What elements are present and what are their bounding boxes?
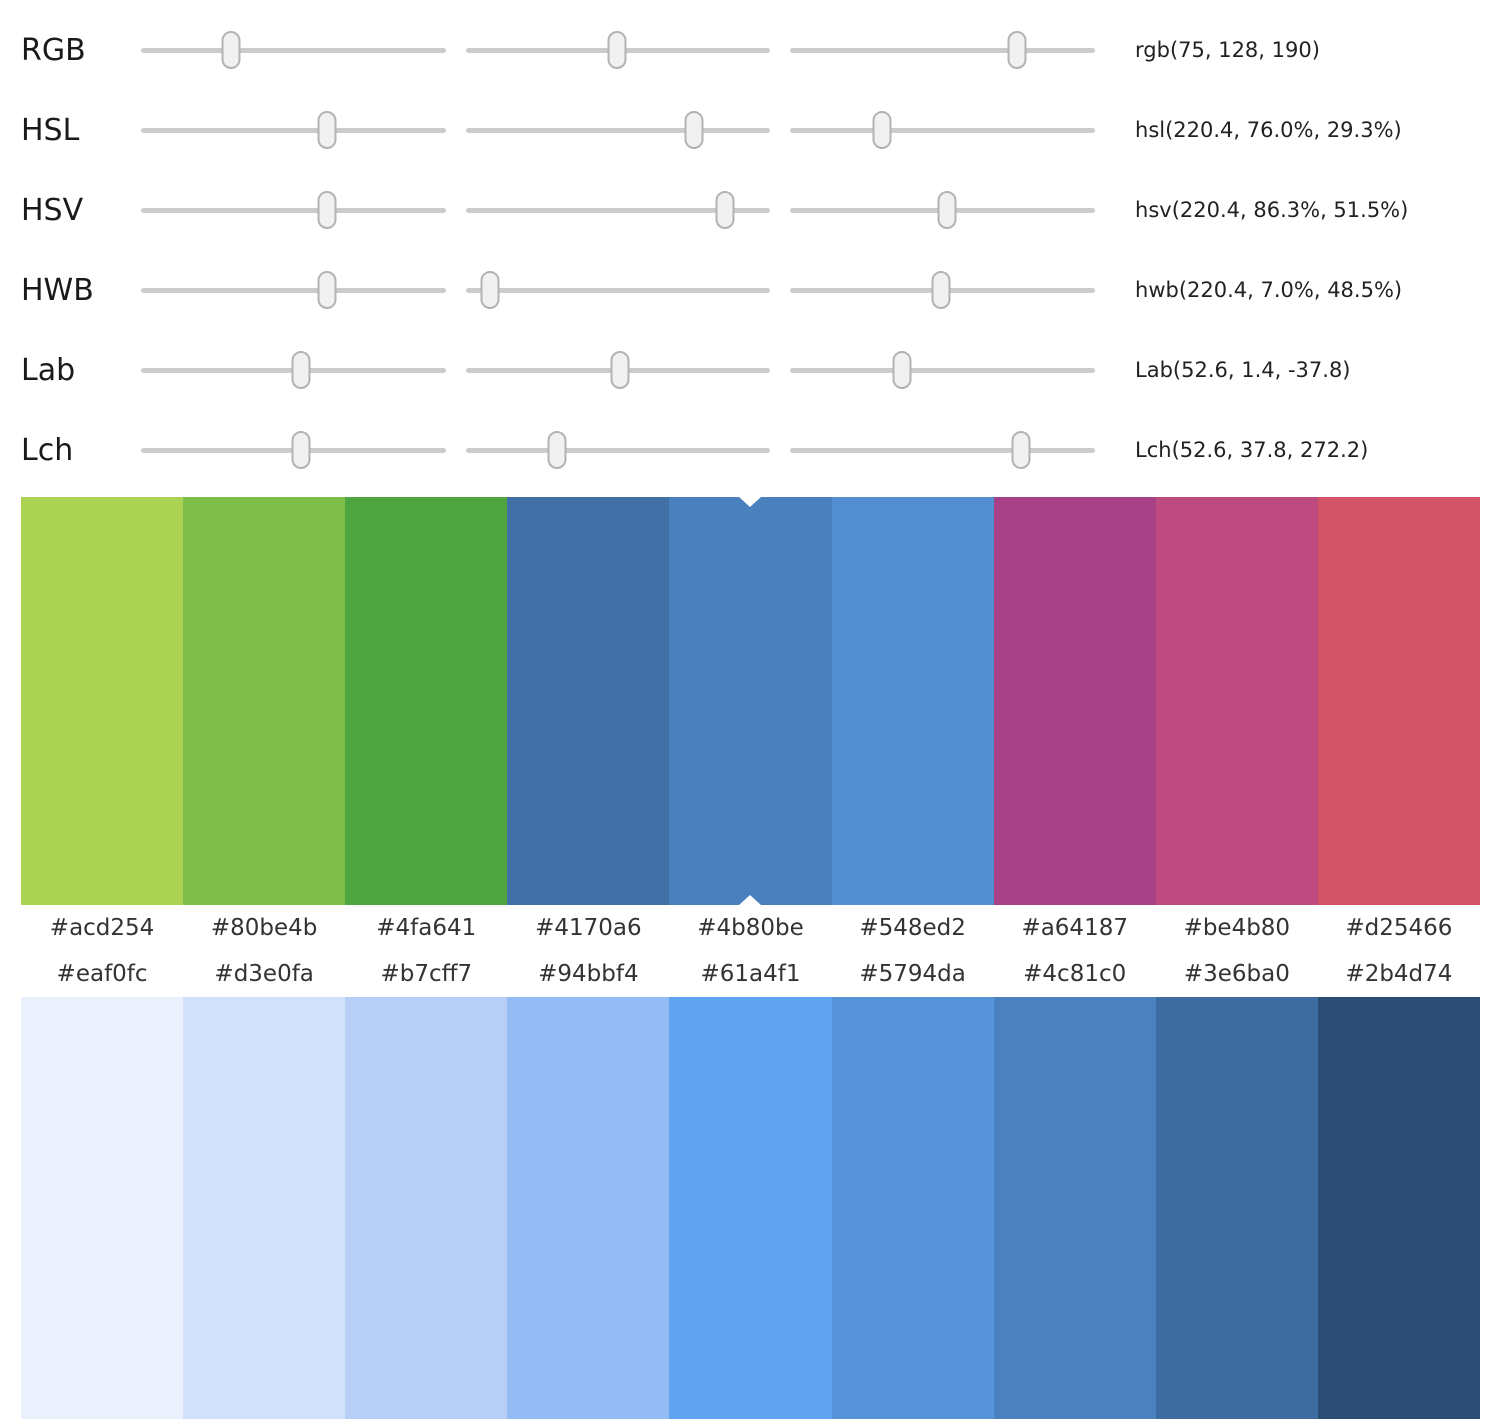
hex-label: #4fa641: [376, 915, 477, 941]
rgb-b-slider-track[interactable]: [790, 31, 1096, 69]
hex-label: #80be4b: [210, 915, 318, 941]
hex-label: #2b4d74: [1345, 961, 1453, 987]
hwb-value-text: hwb(220.4, 7.0%, 48.5%): [1135, 278, 1403, 302]
hue-swatch[interactable]: [1317, 497, 1480, 905]
hsv-s-slider-thumb[interactable]: [715, 191, 735, 229]
rgb-b-slider-thumb[interactable]: [1007, 31, 1027, 69]
lab-l-slider-track[interactable]: [141, 351, 446, 389]
shade-palette-strip: [21, 997, 1480, 1419]
hue-swatch-selected[interactable]: [669, 497, 832, 905]
hex-label: #4170a6: [535, 915, 642, 941]
shade-swatch[interactable]: [345, 997, 508, 1419]
hex-label: #548ed2: [859, 915, 966, 941]
lab-a-slider-track[interactable]: [465, 351, 771, 389]
lch-c-slider-thumb[interactable]: [547, 431, 567, 469]
colorspace-label: HSL: [21, 112, 80, 148]
slider-section: RGB rgb(75, 128, 190) HSL hsl(220: [0, 0, 1501, 490]
hsl-l-slider-track[interactable]: [790, 111, 1096, 149]
lch-l-slider-track[interactable]: [141, 431, 446, 469]
rgb-value-text: rgb(75, 128, 190): [1135, 38, 1320, 62]
lch-value-text: Lch(52.6, 37.8, 272.2): [1135, 438, 1369, 462]
lab-l-slider-thumb[interactable]: [291, 351, 311, 389]
rgb-r-slider-thumb[interactable]: [221, 31, 241, 69]
slider-row-rgb: RGB rgb(75, 128, 190): [21, 10, 1480, 90]
hsl-h-slider-thumb[interactable]: [317, 111, 337, 149]
shade-swatch[interactable]: [993, 997, 1156, 1419]
hex-label: #94bbf4: [538, 961, 639, 987]
hsl-h-slider-track[interactable]: [141, 111, 446, 149]
colorspace-label: HWB: [21, 272, 94, 308]
hex-label: #3e6ba0: [1183, 961, 1290, 987]
lab-value-text: Lab(52.6, 1.4, -37.8): [1135, 358, 1351, 382]
hwb-h-slider-track[interactable]: [141, 271, 446, 309]
selected-marker-top-icon: [739, 497, 762, 507]
shade-swatch[interactable]: [507, 997, 670, 1419]
shade-swatch[interactable]: [1155, 997, 1318, 1419]
shade-swatch[interactable]: [21, 997, 184, 1419]
hue-swatch[interactable]: [831, 497, 994, 905]
hex-label: #4b80be: [697, 915, 804, 941]
hue-swatch[interactable]: [993, 497, 1156, 905]
lab-b-slider-thumb[interactable]: [892, 351, 912, 389]
hex-label: #be4b80: [1183, 915, 1291, 941]
colorspace-label: RGB: [21, 32, 86, 68]
hsl-s-slider-thumb[interactable]: [684, 111, 704, 149]
hwb-w-slider-thumb[interactable]: [480, 271, 500, 309]
hex-label: #d3e0fa: [214, 961, 314, 987]
hue-swatch[interactable]: [21, 497, 184, 905]
hue-swatch[interactable]: [183, 497, 346, 905]
lch-h-slider-track[interactable]: [790, 431, 1096, 469]
rgb-r-slider-track[interactable]: [141, 31, 446, 69]
lch-c-slider-track[interactable]: [465, 431, 771, 469]
hue-swatch[interactable]: [507, 497, 670, 905]
hsv-v-slider-track[interactable]: [790, 191, 1096, 229]
slider-row-lch: Lch Lch(52.6, 37.8, 272.2): [21, 410, 1480, 490]
lch-h-slider-thumb[interactable]: [1011, 431, 1031, 469]
hue-swatch[interactable]: [1155, 497, 1318, 905]
slider-row-hwb: HWB hwb(220.4, 7.0%, 48.5%): [21, 250, 1480, 330]
hex-label: #61a4f1: [700, 961, 801, 987]
hsv-s-slider-track[interactable]: [465, 191, 771, 229]
hwb-b-slider-thumb[interactable]: [931, 271, 951, 309]
hex-label: #d25466: [1345, 915, 1453, 941]
hwb-w-slider-track[interactable]: [465, 271, 771, 309]
hex-label: #b7cff7: [380, 961, 473, 987]
shade-swatch[interactable]: [183, 997, 346, 1419]
rgb-g-slider-track[interactable]: [465, 31, 771, 69]
colorspace-label: Lch: [21, 432, 74, 468]
hsl-l-slider-thumb[interactable]: [872, 111, 892, 149]
lab-b-slider-track[interactable]: [790, 351, 1096, 389]
hsv-h-slider-track[interactable]: [141, 191, 446, 229]
lab-a-slider-thumb[interactable]: [610, 351, 630, 389]
hex-label: #a64187: [1021, 915, 1128, 941]
hsv-h-slider-thumb[interactable]: [317, 191, 337, 229]
hsl-s-slider-track[interactable]: [465, 111, 771, 149]
selected-marker-bottom-icon: [739, 895, 762, 905]
slider-row-hsl: HSL hsl(220.4, 76.0%, 29.3%): [21, 90, 1480, 170]
hue-swatch[interactable]: [345, 497, 508, 905]
shade-swatch[interactable]: [1317, 997, 1480, 1419]
shade-swatch[interactable]: [831, 997, 994, 1419]
hwb-b-slider-track[interactable]: [790, 271, 1096, 309]
hex-label: #5794da: [859, 961, 966, 987]
slider-row-hsv: HSV hsv(220.4, 86.3%, 51.5%): [21, 170, 1480, 250]
hsv-v-slider-thumb[interactable]: [937, 191, 957, 229]
hex-label: #eaf0fc: [56, 961, 148, 987]
rgb-g-slider-thumb[interactable]: [607, 31, 627, 69]
hwb-h-slider-thumb[interactable]: [317, 271, 337, 309]
hex-label: #acd254: [49, 915, 155, 941]
hsl-value-text: hsl(220.4, 76.0%, 29.3%): [1135, 118, 1402, 142]
colorspace-label: HSV: [21, 192, 84, 228]
hex-label: #4c81c0: [1023, 961, 1127, 987]
colorspace-label: Lab: [21, 352, 76, 388]
hue-hex-labels: #acd254 #80be4b #4fa641 #4170a6 #4b80be …: [21, 905, 1480, 951]
shade-swatch[interactable]: [669, 997, 832, 1419]
shade-hex-labels: #eaf0fc #d3e0fa #b7cff7 #94bbf4 #61a4f1 …: [21, 951, 1480, 997]
hue-palette-strip: [21, 497, 1480, 905]
hsv-value-text: hsv(220.4, 86.3%, 51.5%): [1135, 198, 1409, 222]
lch-l-slider-thumb[interactable]: [291, 431, 311, 469]
slider-row-lab: Lab Lab(52.6, 1.4, -37.8): [21, 330, 1480, 410]
